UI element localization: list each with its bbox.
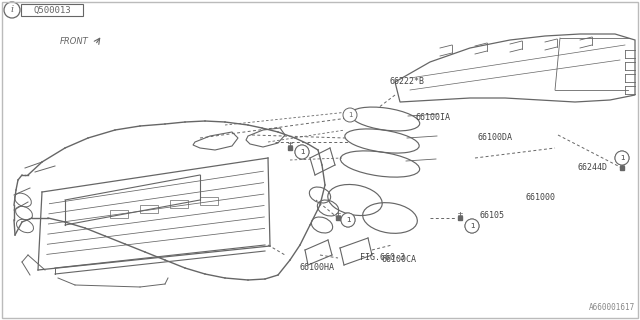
Text: 66100CA: 66100CA [382,255,417,265]
Circle shape [295,145,309,159]
Text: 66105: 66105 [480,211,505,220]
Text: 1: 1 [300,149,304,155]
Text: 1: 1 [470,223,474,229]
Text: FRONT: FRONT [60,37,89,46]
Bar [200,197,218,205]
Text: FIG.660-3: FIG.660-3 [360,253,405,262]
Circle shape [615,151,629,165]
Text: 66100DA: 66100DA [478,133,513,142]
Text: 1: 1 [348,112,352,118]
Text: 66100HA: 66100HA [300,263,335,273]
Circle shape [343,108,357,122]
Circle shape [295,145,309,159]
Text: Q500013: Q500013 [33,5,71,14]
Circle shape [615,151,629,165]
Bar [110,210,128,218]
Text: 66222*B: 66222*B [390,77,425,86]
Text: 1: 1 [346,217,350,223]
Text: 1: 1 [620,155,624,161]
Text: 661000: 661000 [525,194,555,203]
Text: A660001617: A660001617 [589,303,635,312]
Bar [140,205,158,213]
Text: 1: 1 [300,149,304,155]
Circle shape [465,219,479,233]
Text: 1: 1 [470,223,474,229]
Circle shape [341,213,355,227]
Circle shape [465,219,479,233]
FancyBboxPatch shape [21,4,83,16]
Circle shape [4,2,20,18]
Text: 1: 1 [346,217,350,223]
Text: 66100IA: 66100IA [415,114,450,123]
Circle shape [341,213,355,227]
Text: i: i [10,5,13,14]
Text: 66244D: 66244D [578,164,608,172]
Bar [170,200,188,208]
Text: 1: 1 [620,155,624,161]
